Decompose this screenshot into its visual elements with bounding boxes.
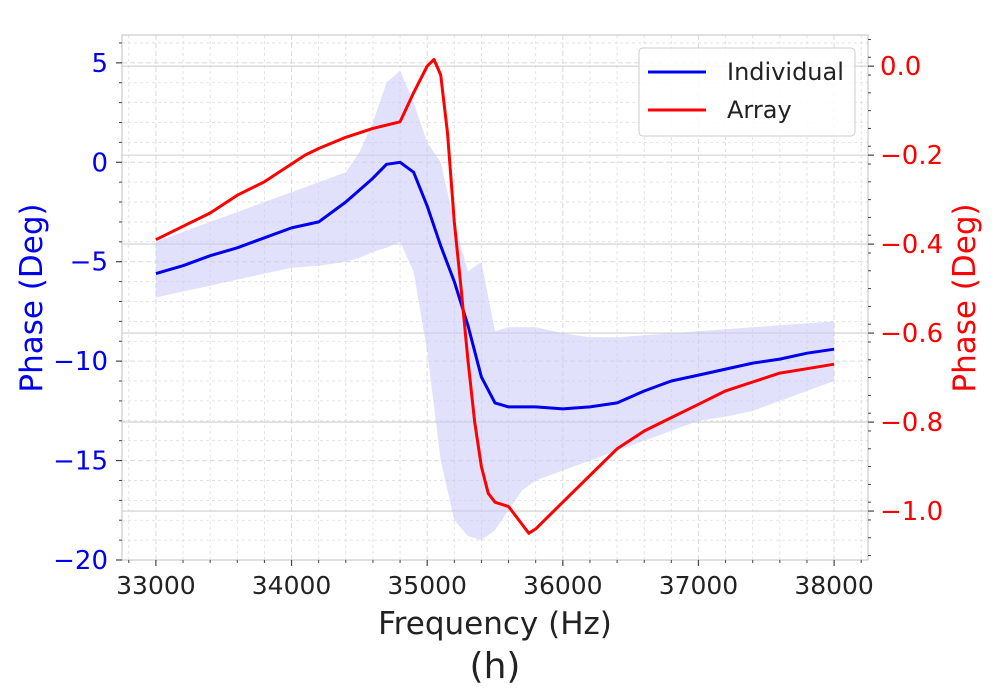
right-axis-ticks: 0.0 −0.2 −0.4 −0.6 −0.8 −1.0	[868, 38, 943, 557]
x-tick-label: 34000	[252, 571, 332, 600]
right-tick-label: −0.8	[880, 408, 943, 438]
right-tick-label: −0.6	[880, 319, 943, 349]
legend-box	[638, 47, 856, 137]
x-tick-label: 37000	[659, 571, 739, 600]
series-line-array	[155, 58, 835, 535]
x-axis-ticks: 33000 34000 35000 36000 37000 38000	[116, 560, 874, 600]
left-axis-ticks: 5 0 −5 −10 −15 −20	[53, 42, 122, 576]
x-tick-label: 35000	[387, 571, 467, 600]
legend-label-individual: Individual	[727, 58, 844, 86]
right-axis-label: Phase (Deg)	[947, 203, 983, 392]
x-tick-label: 38000	[794, 571, 874, 600]
left-tick-label: 5	[91, 49, 108, 79]
panel-label: (h)	[470, 646, 521, 687]
right-tick-label: 0.0	[880, 52, 921, 82]
legend: Individual Array	[638, 47, 856, 137]
plot-frame	[121, 34, 869, 561]
right-tick-label: −0.2	[880, 141, 943, 171]
x-tick-label: 36000	[523, 571, 603, 600]
left-axis-label: Phase (Deg)	[14, 203, 50, 392]
right-tick-label: −1.0	[880, 497, 943, 527]
left-tick-label: −15	[53, 447, 108, 477]
right-tick-label: −0.4	[880, 230, 943, 260]
left-tick-label: 0	[91, 148, 108, 178]
individual-band	[155, 70, 835, 541]
series-lines	[155, 58, 835, 535]
left-tick-label: −10	[53, 347, 108, 377]
x-axis-label: Frequency (Hz)	[378, 606, 612, 642]
individual-band-area	[155, 70, 835, 541]
left-tick-label: −5	[70, 248, 108, 278]
left-tick-label: −20	[53, 546, 108, 576]
legend-label-array: Array	[727, 96, 792, 124]
series-line-individual	[155, 160, 835, 411]
x-tick-label: 33000	[116, 571, 196, 600]
